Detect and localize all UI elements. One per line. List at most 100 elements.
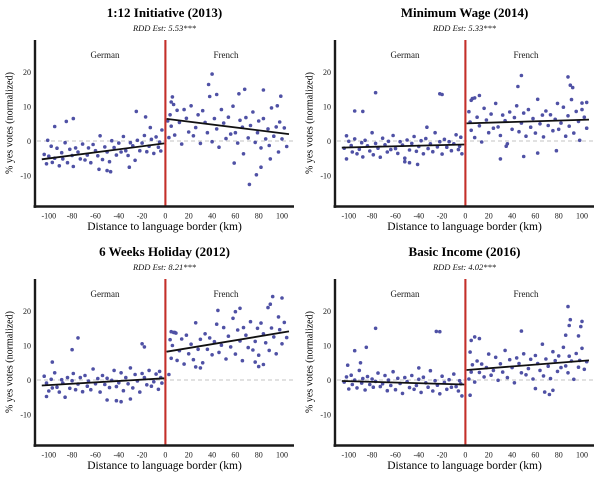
rdd-estimate-label: RDD Est: 4.02*** bbox=[432, 262, 497, 272]
svg-text:10: 10 bbox=[323, 102, 331, 111]
rdd-estimate-label: RDD Est: 5.33*** bbox=[432, 23, 497, 33]
y-axis-title: % yes votes (normalized) bbox=[304, 72, 316, 174]
x-tick-labels: -100 -80 -60 -40 -20 0 20 40 60 80 100 bbox=[41, 451, 288, 460]
svg-text:80: 80 bbox=[555, 212, 563, 221]
svg-text:20: 20 bbox=[185, 451, 193, 460]
svg-text:100: 100 bbox=[276, 451, 288, 460]
svg-text:0: 0 bbox=[27, 376, 31, 385]
x-axis-title: Distance to language border (km) bbox=[387, 221, 542, 233]
panel-6-weeks-holiday: 20 10 0 -10 -100 -80 -60 -40 -20 0 20 40 60 80 100 6 W… bbox=[0, 239, 300, 478]
svg-text:-100: -100 bbox=[341, 451, 356, 460]
x-tick-labels: -100 -80 -60 -40 -20 0 20 40 60 80 100 bbox=[341, 212, 588, 221]
svg-text:-60: -60 bbox=[90, 212, 101, 221]
german-region-label: German bbox=[90, 289, 120, 299]
svg-text:-40: -40 bbox=[413, 212, 424, 221]
german-region-label: German bbox=[90, 50, 120, 60]
svg-text:-80: -80 bbox=[67, 451, 78, 460]
x-axis-title: Distance to language border (km) bbox=[387, 460, 542, 472]
svg-text:10: 10 bbox=[23, 102, 31, 111]
y-tick-labels: 20 10 0 -10 bbox=[320, 68, 331, 180]
svg-text:-20: -20 bbox=[137, 212, 148, 221]
trend-line-french bbox=[466, 118, 590, 125]
x-axis-title: Distance to language border (km) bbox=[87, 221, 242, 233]
panel-title: Minimum Wage (2014) bbox=[400, 5, 529, 20]
svg-text:100: 100 bbox=[576, 451, 588, 460]
panel-basic-income: 20 10 0 -10 -100 -80 -60 -40 -20 0 20 40 60 80 100 Bas… bbox=[300, 239, 600, 478]
panel-title: 1:12 Initiative (2013) bbox=[106, 5, 223, 20]
svg-text:-10: -10 bbox=[20, 410, 31, 419]
svg-text:20: 20 bbox=[485, 451, 493, 460]
trend-line-german bbox=[341, 380, 465, 386]
svg-text:-80: -80 bbox=[367, 451, 378, 460]
svg-text:-80: -80 bbox=[67, 212, 78, 221]
svg-text:-10: -10 bbox=[320, 171, 331, 180]
y-tick-labels: 20 10 0 -10 bbox=[20, 68, 31, 180]
svg-text:20: 20 bbox=[185, 212, 193, 221]
trend-line-german bbox=[341, 143, 465, 149]
svg-text:0: 0 bbox=[463, 451, 467, 460]
german-region-label: German bbox=[390, 289, 420, 299]
panel-title: Basic Income (2016) bbox=[408, 244, 521, 259]
svg-text:-100: -100 bbox=[341, 212, 356, 221]
municipality-points bbox=[42, 294, 289, 404]
svg-text:0: 0 bbox=[163, 212, 167, 221]
trend-line-german bbox=[41, 377, 165, 387]
svg-text:60: 60 bbox=[531, 451, 539, 460]
svg-text:-10: -10 bbox=[20, 171, 31, 180]
svg-text:100: 100 bbox=[576, 212, 588, 221]
french-region-label: French bbox=[513, 289, 539, 299]
svg-text:-60: -60 bbox=[390, 451, 401, 460]
panel-minimum-wage: 20 10 0 -10 -100 -80 -60 -40 -20 0 20 40 60 80 100 Min… bbox=[300, 0, 600, 239]
trend-line-french bbox=[166, 330, 290, 353]
svg-text:40: 40 bbox=[508, 451, 516, 460]
svg-text:0: 0 bbox=[163, 451, 167, 460]
x-tick-labels: -100 -80 -60 -40 -20 0 20 40 60 80 100 bbox=[341, 451, 588, 460]
svg-text:20: 20 bbox=[23, 307, 31, 316]
svg-text:-20: -20 bbox=[137, 451, 148, 460]
french-region-label: French bbox=[213, 289, 239, 299]
y-tick-labels: 20 10 0 -10 bbox=[20, 307, 31, 419]
svg-text:-40: -40 bbox=[113, 451, 124, 460]
svg-text:40: 40 bbox=[508, 212, 516, 221]
svg-text:0: 0 bbox=[463, 212, 467, 221]
svg-text:10: 10 bbox=[23, 341, 31, 350]
svg-text:-100: -100 bbox=[41, 451, 56, 460]
rdd-estimate-label: RDD Est: 8.21*** bbox=[132, 262, 197, 272]
svg-text:60: 60 bbox=[531, 212, 539, 221]
svg-text:-10: -10 bbox=[320, 410, 331, 419]
svg-text:60: 60 bbox=[231, 451, 239, 460]
svg-text:80: 80 bbox=[255, 451, 263, 460]
y-tick-labels: 20 10 0 -10 bbox=[320, 307, 331, 419]
svg-text:100: 100 bbox=[276, 212, 288, 221]
svg-text:80: 80 bbox=[555, 451, 563, 460]
french-region-label: French bbox=[513, 50, 539, 60]
svg-text:-60: -60 bbox=[390, 212, 401, 221]
panel-title: 6 Weeks Holiday (2012) bbox=[99, 244, 230, 259]
svg-text:20: 20 bbox=[323, 68, 331, 77]
svg-text:-40: -40 bbox=[113, 212, 124, 221]
german-region-label: German bbox=[390, 50, 420, 60]
svg-text:40: 40 bbox=[208, 451, 216, 460]
svg-text:40: 40 bbox=[208, 212, 216, 221]
svg-text:0: 0 bbox=[327, 137, 331, 146]
french-region-label: French bbox=[213, 50, 239, 60]
trend-line-german bbox=[41, 142, 165, 161]
y-axis-title: % yes votes (normalized) bbox=[304, 311, 316, 413]
y-axis-title: % yes votes (normalized) bbox=[4, 72, 16, 174]
svg-text:-40: -40 bbox=[413, 451, 424, 460]
svg-text:0: 0 bbox=[327, 376, 331, 385]
svg-text:0: 0 bbox=[27, 137, 31, 146]
trend-line-french bbox=[166, 118, 290, 135]
x-axis-title: Distance to language border (km) bbox=[87, 460, 242, 472]
svg-text:80: 80 bbox=[255, 212, 263, 221]
panel-1-12-initiative: 20 10 0 -10 -100 -80 -60 -40 -20 0 20 40 60 80 100 1:1… bbox=[0, 0, 300, 239]
svg-text:-20: -20 bbox=[437, 451, 448, 460]
svg-text:-60: -60 bbox=[90, 451, 101, 460]
svg-text:-80: -80 bbox=[367, 212, 378, 221]
svg-text:-100: -100 bbox=[41, 212, 56, 221]
svg-text:10: 10 bbox=[323, 341, 331, 350]
